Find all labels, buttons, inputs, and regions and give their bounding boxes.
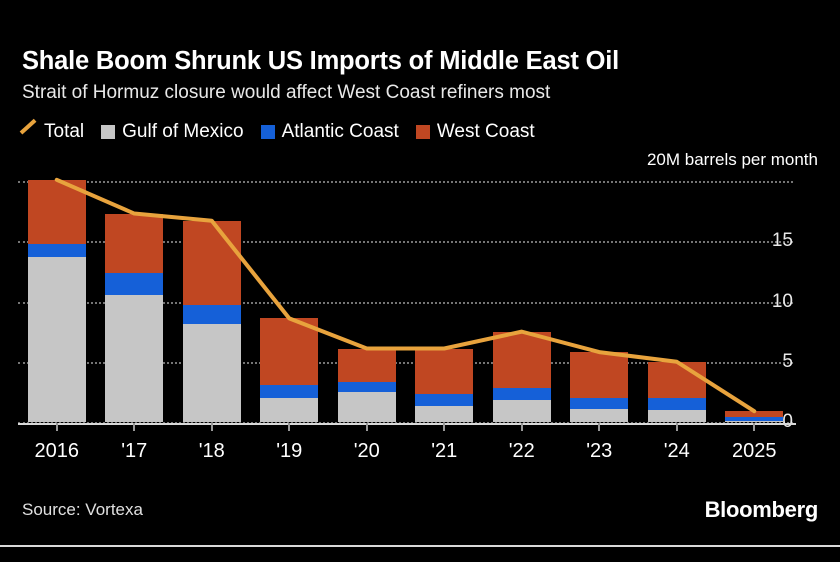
bar-segment-gulf-of-mexico bbox=[725, 420, 784, 422]
x-axis-label-18: '18 bbox=[198, 440, 225, 462]
x-axis-label-21: '21 bbox=[431, 440, 458, 462]
legend-item-total[interactable]: Total bbox=[20, 121, 84, 143]
x-axis-line bbox=[18, 423, 796, 425]
bar-segment-west-coast bbox=[492, 331, 551, 389]
bar-19[interactable] bbox=[260, 318, 319, 422]
x-tick-22 bbox=[520, 423, 523, 431]
bar-segment-atlantic-coast bbox=[182, 305, 241, 325]
x-axis-label-17: '17 bbox=[121, 440, 148, 462]
x-axis-label-2016: 2016 bbox=[34, 440, 80, 462]
bars-group bbox=[18, 179, 793, 422]
x-tick-2016 bbox=[55, 423, 58, 431]
bar-segment-gulf-of-mexico bbox=[260, 397, 319, 422]
x-tick-20 bbox=[365, 423, 368, 431]
x-tick-23 bbox=[598, 423, 601, 431]
x-axis-label-19: '19 bbox=[276, 440, 303, 462]
bar-segment-atlantic-coast bbox=[337, 382, 396, 392]
x-axis-label-23: '23 bbox=[586, 440, 613, 462]
bar-segment-atlantic-coast bbox=[570, 397, 629, 409]
bottom-divider bbox=[0, 545, 840, 547]
legend-item-atlantic-coast[interactable]: Atlantic Coast bbox=[260, 121, 399, 143]
legend-swatch-icon-atlantic bbox=[260, 125, 275, 139]
x-axis-labels: 2016 '17 '18 '19 '20 '21 '22 '23 '24 2025 bbox=[18, 440, 793, 468]
x-tick-24 bbox=[675, 423, 678, 431]
x-tick-2025 bbox=[753, 423, 756, 431]
bar-segment-atlantic-coast bbox=[260, 384, 319, 398]
y-tick-label-0: 0 bbox=[782, 411, 793, 432]
legend-label-total: Total bbox=[44, 121, 85, 142]
legend-swatch-icon-gulf bbox=[101, 125, 116, 139]
legend-item-gulf-of-mexico[interactable]: Gulf of Mexico bbox=[101, 121, 244, 143]
legend-line-icon bbox=[20, 124, 37, 141]
bloomberg-logo: Bloomberg bbox=[704, 497, 819, 522]
bar-segment-gulf-of-mexico bbox=[647, 409, 706, 422]
bar-segment-atlantic-coast bbox=[492, 388, 551, 401]
bar-segment-west-coast bbox=[415, 348, 474, 395]
bar-2016[interactable] bbox=[27, 179, 86, 422]
y-tick-label-10: 10 bbox=[771, 290, 793, 312]
bar-segment-west-coast bbox=[570, 352, 629, 398]
y-tick-label-15: 15 bbox=[771, 230, 793, 252]
plot-area: 0 5 10 15 bbox=[18, 177, 793, 432]
bar-segment-west-coast bbox=[725, 411, 784, 418]
bar-segment-gulf-of-mexico bbox=[27, 256, 86, 422]
bar-segment-gulf-of-mexico bbox=[105, 295, 164, 422]
bar-2025[interactable] bbox=[725, 411, 784, 422]
legend-label-west-coast: West Coast bbox=[436, 121, 535, 142]
bar-segment-west-coast bbox=[105, 213, 164, 273]
bar-17[interactable] bbox=[105, 213, 164, 422]
x-tick-19 bbox=[288, 423, 291, 431]
bar-segment-west-coast bbox=[337, 348, 396, 383]
x-tick-18 bbox=[210, 423, 213, 431]
bar-segment-atlantic-coast bbox=[105, 272, 164, 296]
source-attribution: Source: Vortexa bbox=[22, 500, 143, 519]
bar-segment-gulf-of-mexico bbox=[492, 400, 551, 422]
x-axis-label-20: '20 bbox=[353, 440, 380, 462]
bar-20[interactable] bbox=[337, 348, 396, 422]
y-axis-unit-label: 20M barrels per month bbox=[646, 150, 818, 169]
bar-18[interactable] bbox=[182, 220, 241, 422]
x-axis-tick-marks bbox=[18, 423, 793, 431]
bar-segment-atlantic-coast bbox=[415, 394, 474, 407]
bar-segment-west-coast bbox=[182, 220, 241, 306]
bar-22[interactable] bbox=[492, 331, 551, 422]
bar-segment-gulf-of-mexico bbox=[415, 406, 474, 422]
legend-label-atlantic-coast: Atlantic Coast bbox=[281, 121, 399, 142]
x-axis-label-24: '24 bbox=[663, 440, 690, 462]
bar-23[interactable] bbox=[570, 352, 629, 422]
bar-segment-west-coast bbox=[260, 318, 319, 385]
bar-segment-atlantic-coast bbox=[27, 243, 86, 257]
bar-21[interactable] bbox=[415, 348, 474, 422]
x-axis-label-22: '22 bbox=[508, 440, 535, 462]
legend-swatch-icon-west bbox=[415, 125, 430, 139]
legend-label-gulf-of-mexico: Gulf of Mexico bbox=[122, 121, 244, 142]
x-tick-21 bbox=[443, 423, 446, 431]
bar-segment-gulf-of-mexico bbox=[337, 391, 396, 422]
bar-24[interactable] bbox=[647, 361, 706, 422]
legend-item-west-coast[interactable]: West Coast bbox=[415, 121, 535, 143]
chart-legend: Total Gulf of Mexico Atlantic Coast West… bbox=[20, 119, 545, 145]
bar-segment-gulf-of-mexico bbox=[570, 408, 629, 422]
x-axis-label-2025: 2025 bbox=[732, 440, 777, 462]
y-tick-label-5: 5 bbox=[782, 350, 793, 372]
x-tick-17 bbox=[133, 423, 136, 431]
page-title: Shale Boom Shrunk US Imports of Middle E… bbox=[22, 47, 620, 75]
bar-segment-west-coast bbox=[647, 361, 706, 398]
bar-segment-atlantic-coast bbox=[725, 417, 784, 421]
bar-segment-west-coast bbox=[27, 179, 86, 244]
page-subtitle: Strait of Hormuz closure would affect We… bbox=[22, 82, 551, 103]
bar-segment-atlantic-coast bbox=[647, 397, 706, 410]
bar-segment-gulf-of-mexico bbox=[182, 324, 241, 422]
